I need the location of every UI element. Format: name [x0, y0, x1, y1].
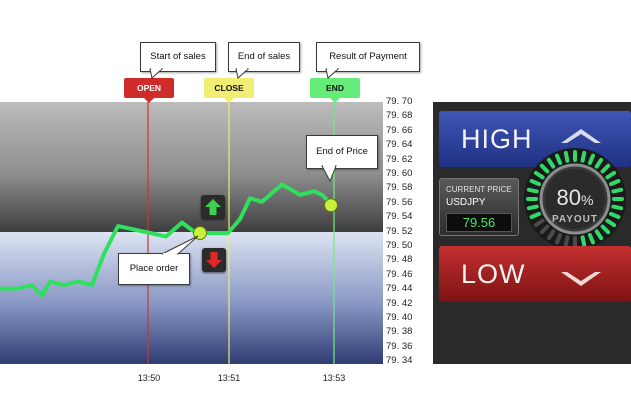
result-of-payment-callout: Result of Payment: [316, 42, 420, 72]
put-order-button[interactable]: [202, 248, 226, 272]
gauge-tick: [611, 187, 624, 194]
gauge-tick: [546, 229, 556, 241]
callout-tail: [321, 165, 337, 183]
payout-unit: %: [581, 192, 594, 208]
y-tick-label: 79. 70: [386, 96, 413, 107]
gauge-tick: [600, 224, 611, 235]
gauge-tick: [594, 229, 604, 241]
end-price-point: [324, 198, 338, 213]
close-marker-tag: CLOSE: [204, 78, 254, 103]
current-price-display: 79.56: [446, 213, 512, 232]
y-tick-label: 79. 34: [386, 355, 413, 367]
chevron-down-icon: [561, 272, 601, 286]
gauge-tick: [526, 204, 539, 211]
y-tick-label: 79. 66: [386, 124, 413, 136]
payout-gauge: [524, 148, 626, 250]
gauge-tick: [539, 163, 550, 174]
y-tick-label: 79. 52: [386, 225, 413, 237]
current-price-title: CURRENT PRICE: [446, 185, 512, 194]
x-tick-label: 13:51: [217, 373, 241, 383]
chevron-up-icon: [561, 129, 601, 143]
trading-panel: HIGH CURRENT PRICE USDJPY 79.56 80% PAYO…: [433, 102, 631, 364]
current-price-box: CURRENT PRICE USDJPY 79.56: [439, 178, 519, 236]
currency-pair: USDJPY: [446, 197, 486, 208]
callout-tail: [325, 68, 340, 79]
gauge-tick: [526, 187, 539, 194]
gauge-tick: [546, 157, 556, 169]
low-button[interactable]: LOW: [439, 246, 631, 302]
place-order-callout: Place order: [118, 253, 190, 285]
callout-tail: [161, 235, 199, 255]
payout-percentage: 80%: [549, 185, 601, 211]
gauge-tick: [605, 170, 617, 180]
callout-label: End of Price: [316, 146, 368, 157]
callout-label: Start of sales: [150, 51, 206, 62]
callout-label: Place order: [129, 263, 179, 274]
x-tick-label: 13:50: [137, 373, 161, 383]
y-tick-label: 79. 36: [386, 340, 413, 352]
y-tick-label: 79. 64: [386, 139, 413, 151]
gauge-tick: [533, 218, 545, 228]
open-marker-tag: OPEN: [124, 78, 174, 103]
callout-tail: [149, 68, 164, 79]
gauge-tick: [609, 179, 621, 187]
y-tick-label: 79. 38: [386, 326, 413, 338]
gauge-tick: [605, 218, 617, 228]
gauge-tick: [563, 235, 570, 248]
low-label: LOW: [461, 259, 526, 289]
callout-tail: [235, 68, 250, 79]
y-tick-label: 79. 62: [386, 153, 413, 165]
current-price-value: 79.56: [462, 215, 496, 230]
gauge-tick: [580, 150, 587, 163]
y-tick-label: 79. 54: [386, 211, 413, 223]
y-tick-label: 79. 40: [386, 312, 413, 323]
gauge-tick: [529, 179, 541, 187]
gauge-tick: [587, 153, 595, 165]
y-tick-label: 79. 50: [386, 240, 413, 251]
gauge-tick: [533, 170, 545, 180]
lower-price-zone: [0, 232, 383, 364]
y-tick-label: 79. 42: [386, 297, 413, 309]
gauge-tick: [563, 150, 570, 163]
y-tick-label: 79. 48: [386, 254, 413, 266]
down-arrow-icon: [206, 252, 222, 268]
call-order-button[interactable]: [201, 195, 225, 219]
gauge-tick: [587, 233, 595, 245]
gauge-tick: [600, 163, 611, 174]
callout-label: End of sales: [237, 51, 291, 62]
x-tick-label: 13:53: [322, 373, 346, 383]
y-tick-label: 79. 68: [386, 110, 413, 122]
gauge-tick: [529, 211, 541, 219]
gauge-tick: [539, 224, 550, 235]
payout-label: PAYOUT: [551, 214, 598, 225]
y-tick-label: 79. 56: [386, 196, 413, 208]
y-tick-label: 79. 44: [386, 283, 413, 295]
end-of-sales-callout: End of sales: [228, 42, 300, 72]
y-tick-label: 79. 58: [386, 182, 413, 194]
gauge-tick: [609, 211, 621, 219]
callout-label: Result of Payment: [329, 51, 407, 62]
gauge-tick: [555, 233, 563, 245]
end-of-price-callout: End of Price: [306, 135, 378, 169]
payout-value: 80: [556, 185, 582, 210]
gauge-tick: [580, 235, 587, 248]
y-tick-label: 79. 46: [386, 268, 413, 280]
start-of-sales-callout: Start of sales: [140, 42, 216, 72]
high-label: HIGH: [461, 124, 533, 154]
gauge-ticks: [526, 150, 624, 248]
gauge-tick: [611, 204, 624, 211]
end-marker-tag: END: [310, 78, 360, 103]
y-tick-label: 79. 60: [386, 168, 413, 179]
price-line: [0, 182, 334, 298]
up-arrow-icon: [205, 199, 221, 215]
gauge-tick: [594, 157, 604, 169]
gauge-tick: [555, 153, 563, 165]
